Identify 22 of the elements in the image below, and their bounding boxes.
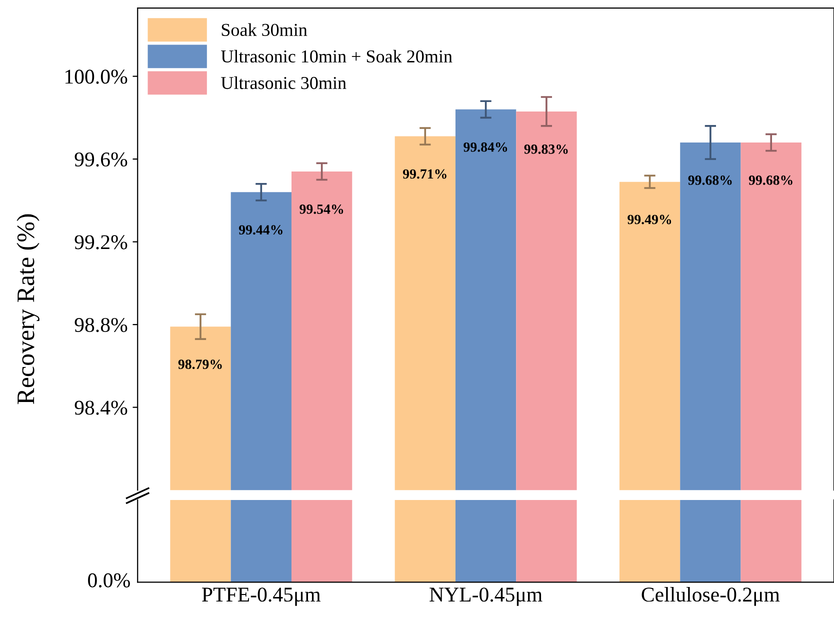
y-axis-title: Recovery Rate (%) (16, 214, 40, 404)
data-label: 99.68% (748, 176, 792, 185)
data-label: 99.84% (464, 142, 508, 152)
y-tick-label: 98.4% (74, 400, 128, 415)
data-label: 99.44% (238, 225, 282, 235)
text: 0.0% (88, 573, 130, 588)
y-tick-label: 99.6% (74, 152, 128, 167)
legend-label: Soak 30min (222, 23, 308, 36)
data-label: 99.54% (300, 204, 344, 214)
legend-label: Ultrasonic 10min + Soak 20min (221, 50, 452, 63)
data-label: 99.68% (688, 176, 732, 185)
data-label: 99.71% (402, 169, 446, 179)
data-label: 98.79% (178, 360, 222, 370)
data-label: 99.49% (628, 214, 672, 224)
category-label: PTFE-0.45μm (202, 588, 321, 606)
category-label: NYL-0.45μm (430, 588, 542, 606)
legend-label: Ultrasonic 30min (221, 76, 346, 90)
y-tick-label: 100.0% (65, 70, 128, 84)
data-label: 99.83% (524, 144, 568, 154)
y-tick-label: 98.8% (74, 318, 128, 332)
y-tick-label: 99.2% (74, 235, 128, 250)
category-label: Cellulose-0.2μm (642, 587, 780, 606)
